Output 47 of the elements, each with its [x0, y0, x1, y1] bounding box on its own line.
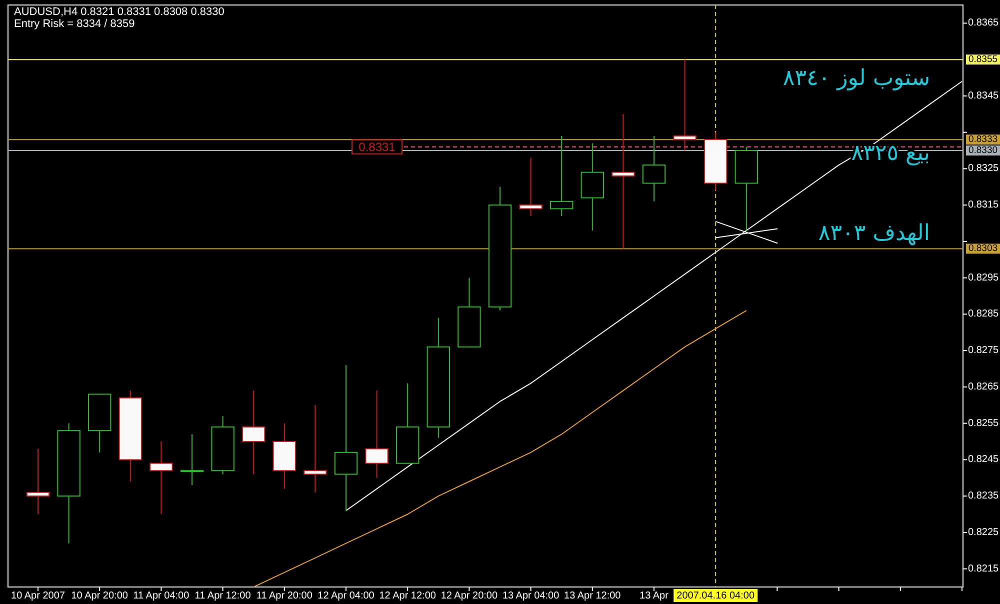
y-tick-label: 0.8255	[968, 418, 1000, 429]
x-tick-label: 13 Apr 12:00	[564, 590, 622, 602]
x-tick-label: 2007.04.16 04:00	[676, 590, 755, 602]
candlestick	[365, 390, 388, 478]
candlestick	[550, 135, 574, 216]
candlestick	[304, 404, 327, 493]
candlestick	[242, 390, 266, 475]
x-tick-label: 11 Apr 20:00	[256, 590, 313, 602]
y-tick-label: 0.8365	[968, 18, 1000, 29]
candlestick	[180, 434, 204, 486]
ref-line-label: 0.8330	[968, 145, 998, 156]
ref-line-label: 0.8331	[358, 140, 396, 154]
y-tick-label: 0.8235	[968, 490, 1000, 502]
x-tick-label: 11 Apr 12:00	[194, 590, 252, 602]
y-tick-label: 0.8295	[968, 272, 1000, 284]
candlestick	[334, 364, 358, 512]
x-tick-label: 13 Apr	[640, 590, 670, 602]
annotation: الهدف ٨٣٠٣	[818, 221, 930, 246]
y-tick-label: 0.8225	[968, 526, 1000, 538]
ref-line-label: 0.8303	[968, 243, 998, 254]
x-tick-label: 12 Apr 04:00	[318, 590, 375, 602]
y-tick-label: 0.8275	[968, 345, 1000, 356]
y-tick-label: 0.8215	[968, 563, 1000, 574]
ref-line-label: 0.8355	[968, 54, 998, 66]
x-tick-label: 12 Apr 20:00	[440, 590, 498, 602]
x-tick-label: 10 Apr 2007	[11, 590, 66, 602]
x-tick-label: 10 Apr 20:00	[71, 590, 128, 602]
y-tick-label: 0.8285	[968, 308, 1000, 320]
y-tick-label: 0.8315	[968, 200, 1000, 211]
candlestick	[150, 441, 173, 515]
annotation: ستوب لوز ٨٣٤٠	[782, 66, 930, 91]
candlestick	[519, 157, 542, 216]
text: Entry Risk = 8334 / 8359	[14, 18, 135, 30]
ref-line-label: 0.8333	[968, 134, 998, 146]
x-tick-label: 13 Apr 04:00	[502, 590, 560, 602]
x-tick-label: 11 Apr 04:00	[133, 590, 190, 602]
chart-title: AUDUSD,H4 0.8321 0.8331 0.8308 0.8330	[14, 6, 224, 18]
y-tick-label: 0.8325	[968, 163, 1000, 174]
y-tick-label: 0.8265	[968, 381, 1000, 392]
line-series	[253, 310, 747, 588]
candlestick	[673, 59, 696, 151]
candlestick	[26, 448, 50, 515]
y-tick-label: 0.8245	[968, 454, 1000, 466]
y-tick-label: 0.8345	[968, 90, 1000, 102]
candlestick	[642, 135, 666, 202]
candlestick	[612, 114, 635, 250]
x-tick-label: 12 Apr 12:00	[379, 590, 436, 602]
